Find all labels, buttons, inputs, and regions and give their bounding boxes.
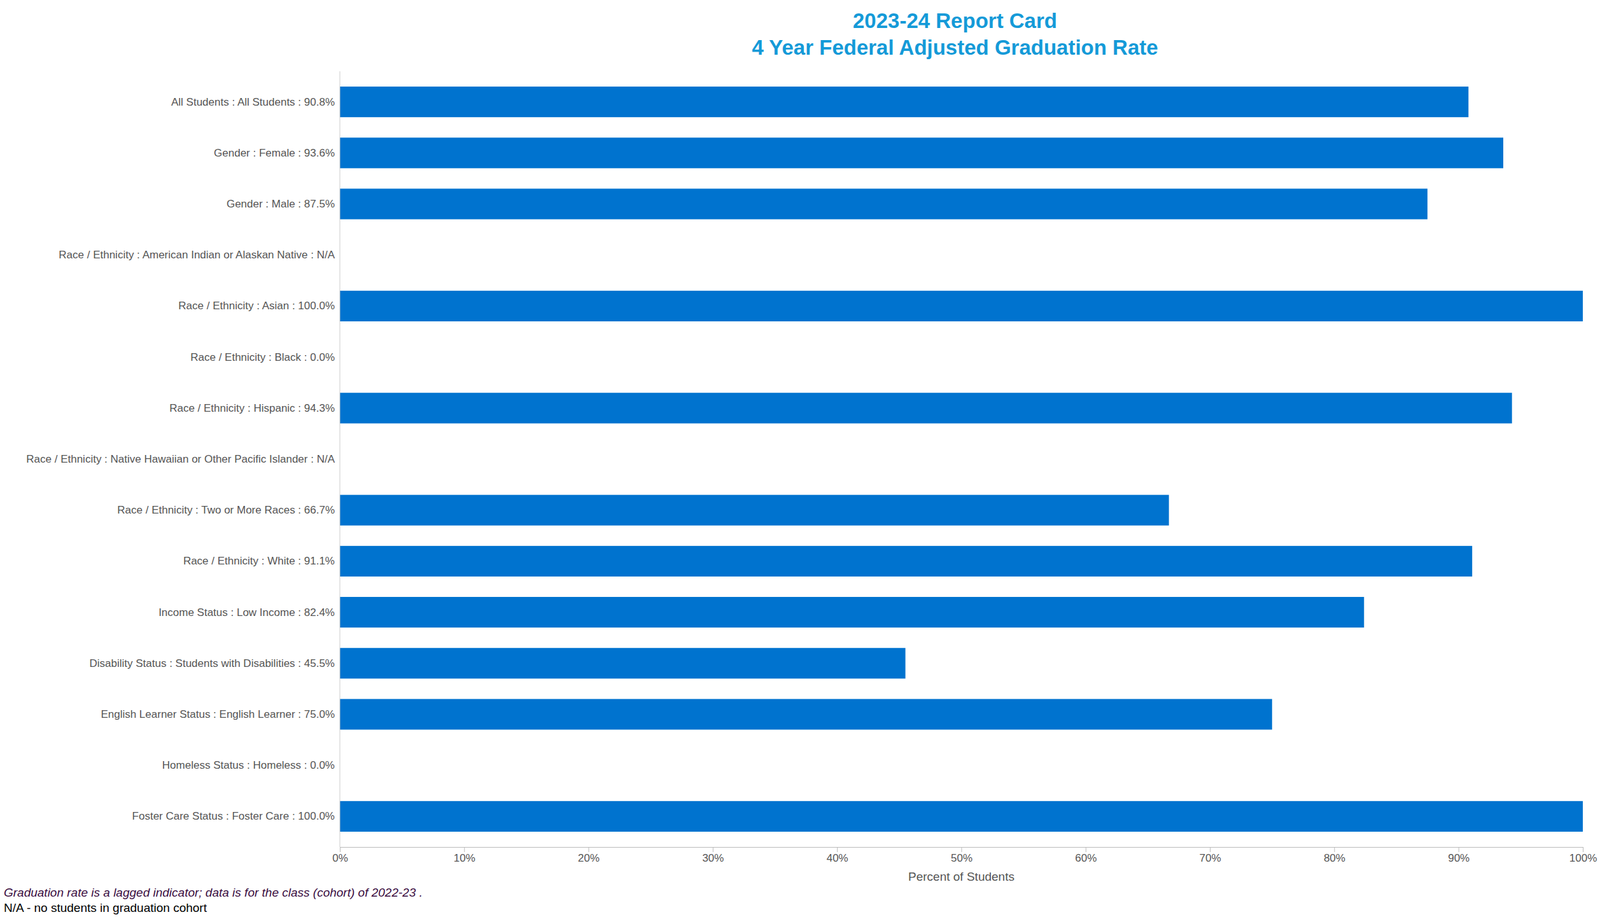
- title: 2023-24 Report Card: [852, 8, 1058, 33]
- y-axis: All Students : All Students : 90.8% Gende…: [26, 71, 340, 848]
- tick: 90%: [1447, 847, 1470, 865]
- chart: 2023-24 Report Card4 Year Federal Adjust…: [0, 0, 1600, 917]
- tick-label: Race / Ethnicity : Asian : 100.0%: [178, 299, 335, 312]
- bar: [339, 137, 1504, 169]
- tick: Race / Ethnicity : White : 91.1%: [183, 554, 340, 568]
- tick-label: Race / Ethnicity : Native Hawaiian or Ot…: [26, 453, 335, 466]
- bar: [339, 596, 1364, 628]
- tick-label: 40%: [826, 852, 849, 865]
- tick-label: Income Status : Low Income : 82.4%: [158, 606, 335, 619]
- tick: Race / Ethnicity : Two or More Races : 6…: [117, 504, 340, 517]
- tick: Income Status : Low Income : 82.4%: [158, 606, 340, 619]
- tick: Race / Ethnicity : Black : 0.0%: [190, 351, 340, 364]
- tick: Gender : Male : 87.5%: [226, 197, 340, 211]
- bar: [339, 188, 1428, 219]
- subtitle: 4 Year Federal Adjusted Graduation Rate: [751, 35, 1158, 60]
- tick-mark: [1085, 847, 1087, 853]
- bars: [339, 86, 1583, 832]
- tick-label: 0%: [332, 852, 349, 865]
- tick-label: Gender : Male : 87.5%: [226, 197, 335, 211]
- tick: Race / Ethnicity : Asian : 100.0%: [178, 299, 340, 312]
- tick-label: 80%: [1323, 852, 1346, 865]
- tick: 20%: [577, 847, 600, 865]
- tick-mark: [339, 847, 341, 853]
- tick: Homeless Status : Homeless : 0.0%: [162, 759, 340, 772]
- tick-label: Disability Status : Students with Disabi…: [89, 657, 335, 670]
- tick-mark: [836, 847, 838, 853]
- tick-mark: [1333, 847, 1335, 853]
- tick-label: Gender : Female : 93.6%: [213, 147, 335, 160]
- tick-label: 20%: [577, 852, 600, 865]
- bar: [339, 392, 1513, 424]
- tick: Race / Ethnicity : Native Hawaiian or Ot…: [26, 453, 340, 466]
- tick: All Students : All Students : 90.8%: [171, 96, 340, 109]
- tick-label: Race / Ethnicity : Two or More Races : 6…: [117, 504, 335, 517]
- tick-label: All Students : All Students : 90.8%: [171, 96, 335, 109]
- tick-label: 60%: [1074, 852, 1097, 865]
- bar: [339, 495, 1170, 526]
- tick-mark: [961, 847, 963, 853]
- tick-mark: [712, 847, 714, 853]
- bar: [339, 546, 1473, 577]
- x-axis-title: Percent of Students: [908, 870, 1015, 884]
- tick-label: Foster Care Status : Foster Care : 100.0…: [132, 810, 335, 823]
- tick: Disability Status : Students with Disabi…: [89, 657, 340, 670]
- tick-mark: [1582, 847, 1584, 853]
- tick: Gender : Female : 93.6%: [213, 147, 340, 160]
- bar: [339, 801, 1583, 832]
- bar: [339, 290, 1583, 322]
- tick-mark: [588, 847, 590, 853]
- tick-label: Race / Ethnicity : White : 91.1%: [183, 554, 335, 568]
- tick: 70%: [1199, 847, 1222, 865]
- tick-mark: [1209, 847, 1211, 853]
- tick: English Learner Status : English Learner…: [100, 708, 340, 721]
- tick-label: 90%: [1447, 852, 1470, 865]
- tick: 100%: [1569, 847, 1597, 865]
- bar: [339, 698, 1273, 730]
- tick-mark: [463, 847, 465, 853]
- bar: [339, 647, 906, 679]
- tick: 60%: [1074, 847, 1097, 865]
- tick-label: 70%: [1199, 852, 1222, 865]
- bar: [339, 86, 1469, 118]
- tick-label: Race / Ethnicity : Hispanic : 94.3%: [169, 402, 335, 415]
- footnote: Graduation rate is a lagged indicator; d…: [3, 885, 423, 900]
- tick: 30%: [701, 847, 724, 865]
- tick-mark: [1458, 847, 1460, 853]
- tick: Foster Care Status : Foster Care : 100.0…: [132, 810, 340, 823]
- tick-label: 100%: [1569, 852, 1597, 865]
- tick-label: English Learner Status : English Learner…: [100, 708, 335, 721]
- tick-label: 10%: [453, 852, 476, 865]
- tick: 0%: [332, 847, 349, 865]
- tick: 80%: [1323, 847, 1346, 865]
- x-axis: 0% 10% 20% 30% 40% 50% 60% 70% 80% 90% 100%: [332, 847, 1597, 865]
- tick-label: Race / Ethnicity : Black : 0.0%: [190, 351, 335, 364]
- axis-line: [339, 71, 341, 848]
- tick: 50%: [950, 847, 973, 865]
- tick: 10%: [453, 847, 476, 865]
- tick: Race / Ethnicity : Hispanic : 94.3%: [169, 402, 340, 415]
- tick: Race / Ethnicity : American Indian or Al…: [58, 248, 340, 261]
- tick-label: Race / Ethnicity : American Indian or Al…: [58, 248, 335, 261]
- tick-label: 30%: [701, 852, 724, 865]
- footnote: N/A - no students in graduation cohort: [3, 901, 208, 915]
- tick: 40%: [826, 847, 849, 865]
- tick-label: 50%: [950, 852, 973, 865]
- tick-label: Homeless Status : Homeless : 0.0%: [162, 759, 335, 772]
